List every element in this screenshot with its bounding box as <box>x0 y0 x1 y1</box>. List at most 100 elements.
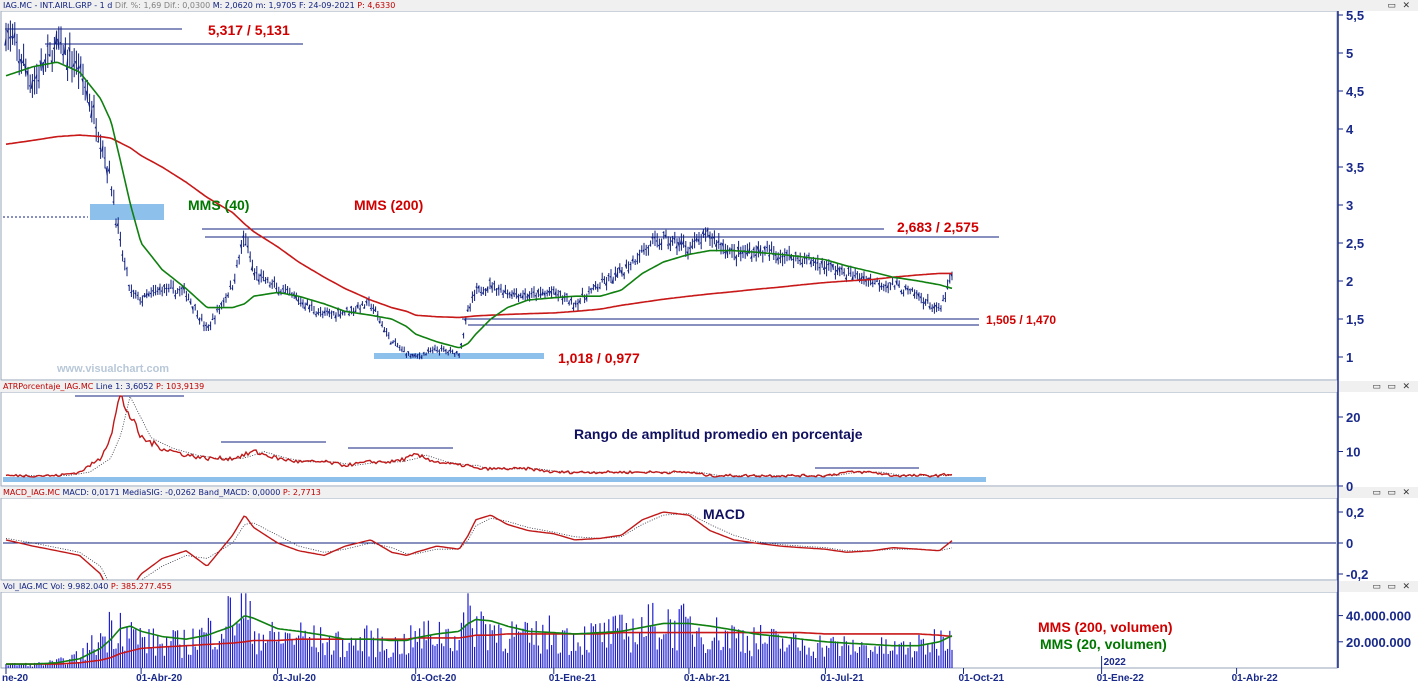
price-bar-open <box>723 251 726 254</box>
price-bar-open <box>659 242 663 246</box>
volume-lines-group <box>6 615 953 665</box>
price-bar-open <box>189 301 192 304</box>
price-bar-open <box>589 288 592 291</box>
price-bar-open <box>835 269 839 273</box>
price-bar-open <box>934 304 938 308</box>
price-bar-open <box>490 285 493 290</box>
atr-values: Line 1: 3,6052 <box>95 382 154 391</box>
price-bar-open <box>373 308 377 312</box>
price-bar-open <box>404 354 407 356</box>
price-bar-open <box>657 244 660 247</box>
price-bar-open <box>87 101 91 108</box>
price-bar-open <box>622 273 625 276</box>
vol-window-buttons[interactable]: ▭ ▭ ✕ <box>1372 581 1412 591</box>
price-bar-open <box>624 264 627 268</box>
price-bar-open <box>721 242 724 247</box>
price-bar-open <box>855 272 858 275</box>
price-bar-open <box>323 310 326 314</box>
price-bar-open <box>651 237 654 239</box>
price-bar-open <box>604 281 608 286</box>
price-bar-open <box>670 240 674 243</box>
price-bar-open <box>948 280 951 282</box>
price-bar-open <box>818 266 821 269</box>
price-bar-open <box>21 59 25 64</box>
price-bar-open <box>849 272 851 274</box>
price-bar-open <box>580 293 583 296</box>
atr-pane <box>0 391 1338 487</box>
atr-title-text: ATRPorcentaje_IAG.MC <box>3 382 94 391</box>
price-bar-open <box>132 290 134 293</box>
price-bar-open <box>112 201 115 203</box>
price-bar-open <box>226 294 229 297</box>
price-bar-open <box>684 245 687 248</box>
price-bar-open <box>712 236 715 239</box>
price-bar-open <box>706 229 709 232</box>
price-bar-open <box>928 305 931 310</box>
price-bar-open <box>165 287 167 290</box>
price-bar-open <box>48 54 51 57</box>
price-bar-open <box>316 311 319 315</box>
price-bar-open <box>547 290 550 294</box>
annotation-mms40: MMS (40) <box>188 197 250 213</box>
atr-window-buttons[interactable]: ▭ ▭ ✕ <box>1372 381 1412 391</box>
x-tick-label: 01-Jul-20 <box>273 673 317 683</box>
price-bar-open <box>895 280 898 286</box>
price-stats-red: P: 4,6330 <box>357 1 396 10</box>
price-lines-group <box>5 61 953 349</box>
price-bar-open <box>675 245 678 249</box>
price-bar-open <box>763 246 766 251</box>
vol-mms200-line <box>6 631 953 665</box>
price-bar-open <box>673 237 676 240</box>
price-bar-open <box>842 271 845 274</box>
price-bar-open <box>59 42 62 44</box>
price-bar-open <box>910 288 913 291</box>
x-ticks-group: ne-20 01-Abr-20 01-Jul-20 01-Oct-20 01-Ene-2… <box>2 656 1278 683</box>
price-bar-open <box>853 274 856 277</box>
macd-window-buttons[interactable]: ▭ ▭ ✕ <box>1372 487 1412 497</box>
price-bar-open <box>246 245 249 248</box>
price-window-buttons[interactable]: ▭ ✕ <box>1387 0 1412 10</box>
price-bar-open <box>552 288 555 291</box>
price-bar-open <box>134 292 137 295</box>
price-bar-open <box>897 283 900 287</box>
y-tick-label: 5 <box>1346 46 1353 61</box>
price-bar-open <box>677 241 680 247</box>
macd-signal-line <box>5 513 953 580</box>
price-bar-open <box>151 289 154 292</box>
price-bar-open <box>719 243 722 246</box>
price-bar-open <box>200 318 203 320</box>
price-bar-open <box>28 85 31 87</box>
price-bar-open <box>477 285 480 289</box>
price-bar-open <box>275 287 277 290</box>
price-bar-open <box>646 246 649 249</box>
price-bar-open <box>451 350 453 353</box>
price-bar-open <box>202 325 205 327</box>
price-bar-open <box>532 291 535 293</box>
price-bar-open <box>217 308 220 311</box>
price-bar-open <box>710 236 713 239</box>
price-bar-open <box>354 310 357 313</box>
price-bar-open <box>63 43 66 55</box>
price-bar-open <box>10 36 14 40</box>
macd-line <box>5 511 953 580</box>
price-bar-open <box>321 313 324 315</box>
price-bar-open <box>893 286 895 288</box>
price-bar-open <box>244 243 247 246</box>
price-bar-open <box>862 276 865 280</box>
price-bar-open <box>79 63 82 69</box>
price-bar-open <box>248 256 251 258</box>
price-bar-open <box>840 267 843 271</box>
price-bar-open <box>578 299 581 303</box>
price-bar-open <box>917 293 920 298</box>
price-bar-open <box>534 295 537 297</box>
x-tick-label: 01-Oct-21 <box>959 673 1005 683</box>
price-bar-open <box>831 264 834 269</box>
price-bar-open <box>541 291 544 296</box>
price-bar-open <box>250 265 253 271</box>
price-bar-open <box>206 325 209 328</box>
price-bar-open <box>543 292 546 296</box>
price-bar-open <box>932 305 935 309</box>
price-bar-open <box>213 317 216 320</box>
price-bar-open <box>923 300 927 304</box>
